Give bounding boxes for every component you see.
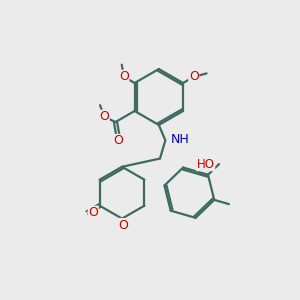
Text: O: O [113,134,123,148]
Text: O: O [88,206,98,219]
Text: O: O [119,70,129,83]
Text: O: O [189,70,199,83]
Text: O: O [118,219,128,232]
Text: O: O [99,110,109,123]
Text: NH: NH [171,133,189,146]
Text: HO: HO [196,158,214,171]
